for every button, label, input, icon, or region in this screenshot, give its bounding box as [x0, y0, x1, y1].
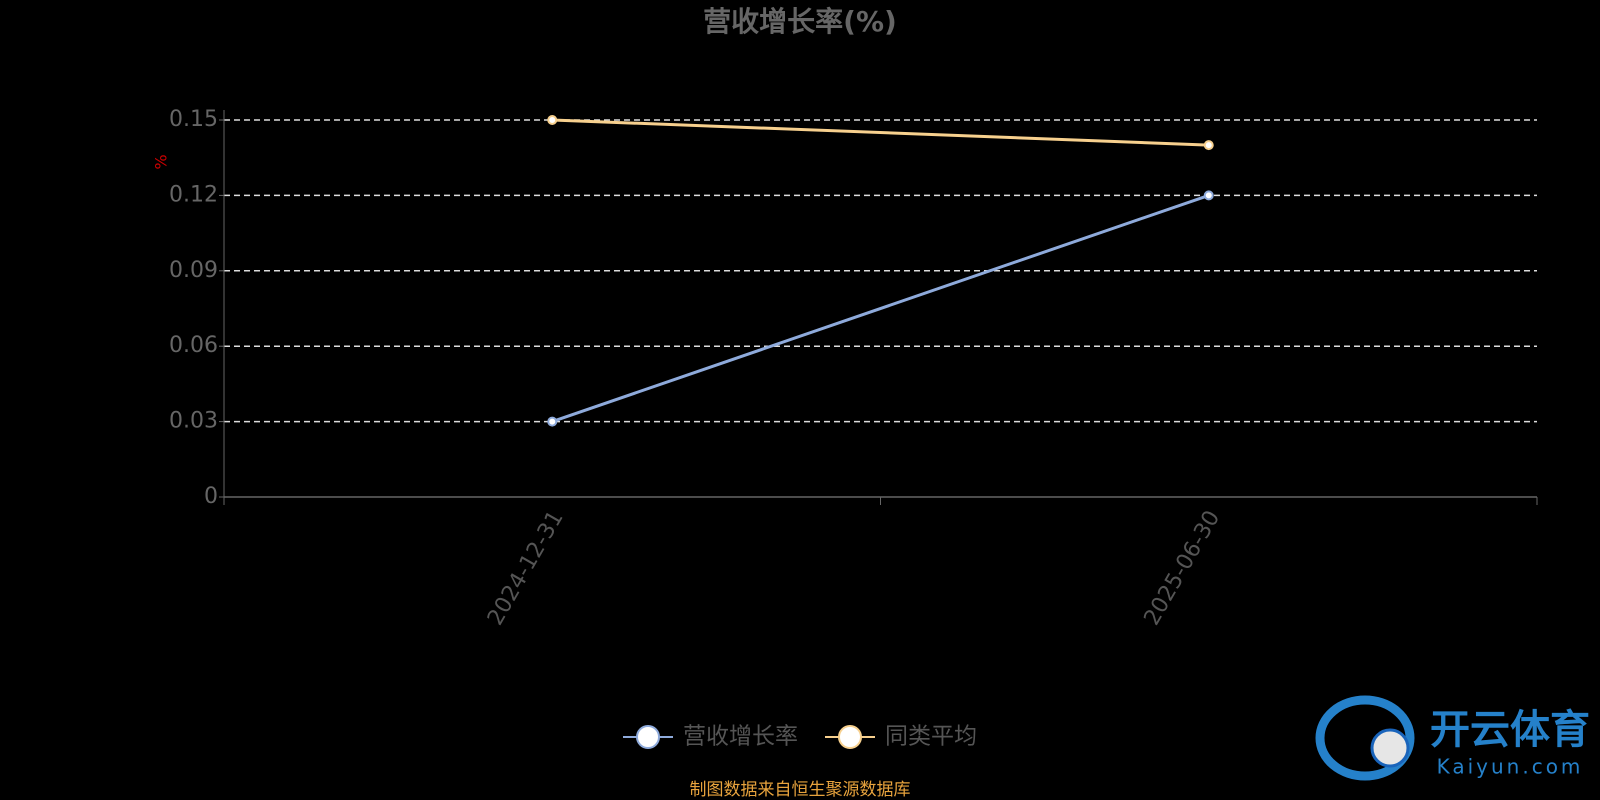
- watermark-logo: [1315, 695, 1415, 781]
- y-tick-label: 0.06: [169, 333, 218, 358]
- watermark: 开云体育 Kaiyun.com: [1315, 695, 1590, 781]
- series-line: [551, 193, 1210, 424]
- legend-label: 营收增长率: [683, 724, 798, 750]
- y-tick-label: 0.12: [169, 182, 218, 207]
- chart-title: 营收增长率(%): [703, 5, 897, 38]
- data-point: [1203, 190, 1214, 201]
- y-tick-label: 0: [204, 484, 218, 509]
- data-point: [1203, 140, 1214, 151]
- y-tick-label: 0.03: [169, 409, 218, 434]
- watermark-ball: [1370, 728, 1410, 768]
- y-tick-label: 0.15: [169, 107, 218, 132]
- legend-marker: [838, 725, 862, 749]
- legend-marker: [636, 725, 660, 749]
- data-point: [547, 416, 558, 427]
- data-point: [547, 115, 558, 125]
- y-tick-label: 0.09: [169, 258, 218, 283]
- source-note: 制图数据来自恒生聚源数据库: [690, 780, 911, 800]
- y-axis-label: %: [152, 154, 171, 169]
- series-line: [552, 118, 1209, 147]
- watermark-name: 开云体育: [1430, 707, 1590, 753]
- watermark-url: Kaiyun.com: [1437, 755, 1584, 779]
- legend-label: 同类平均: [885, 724, 977, 750]
